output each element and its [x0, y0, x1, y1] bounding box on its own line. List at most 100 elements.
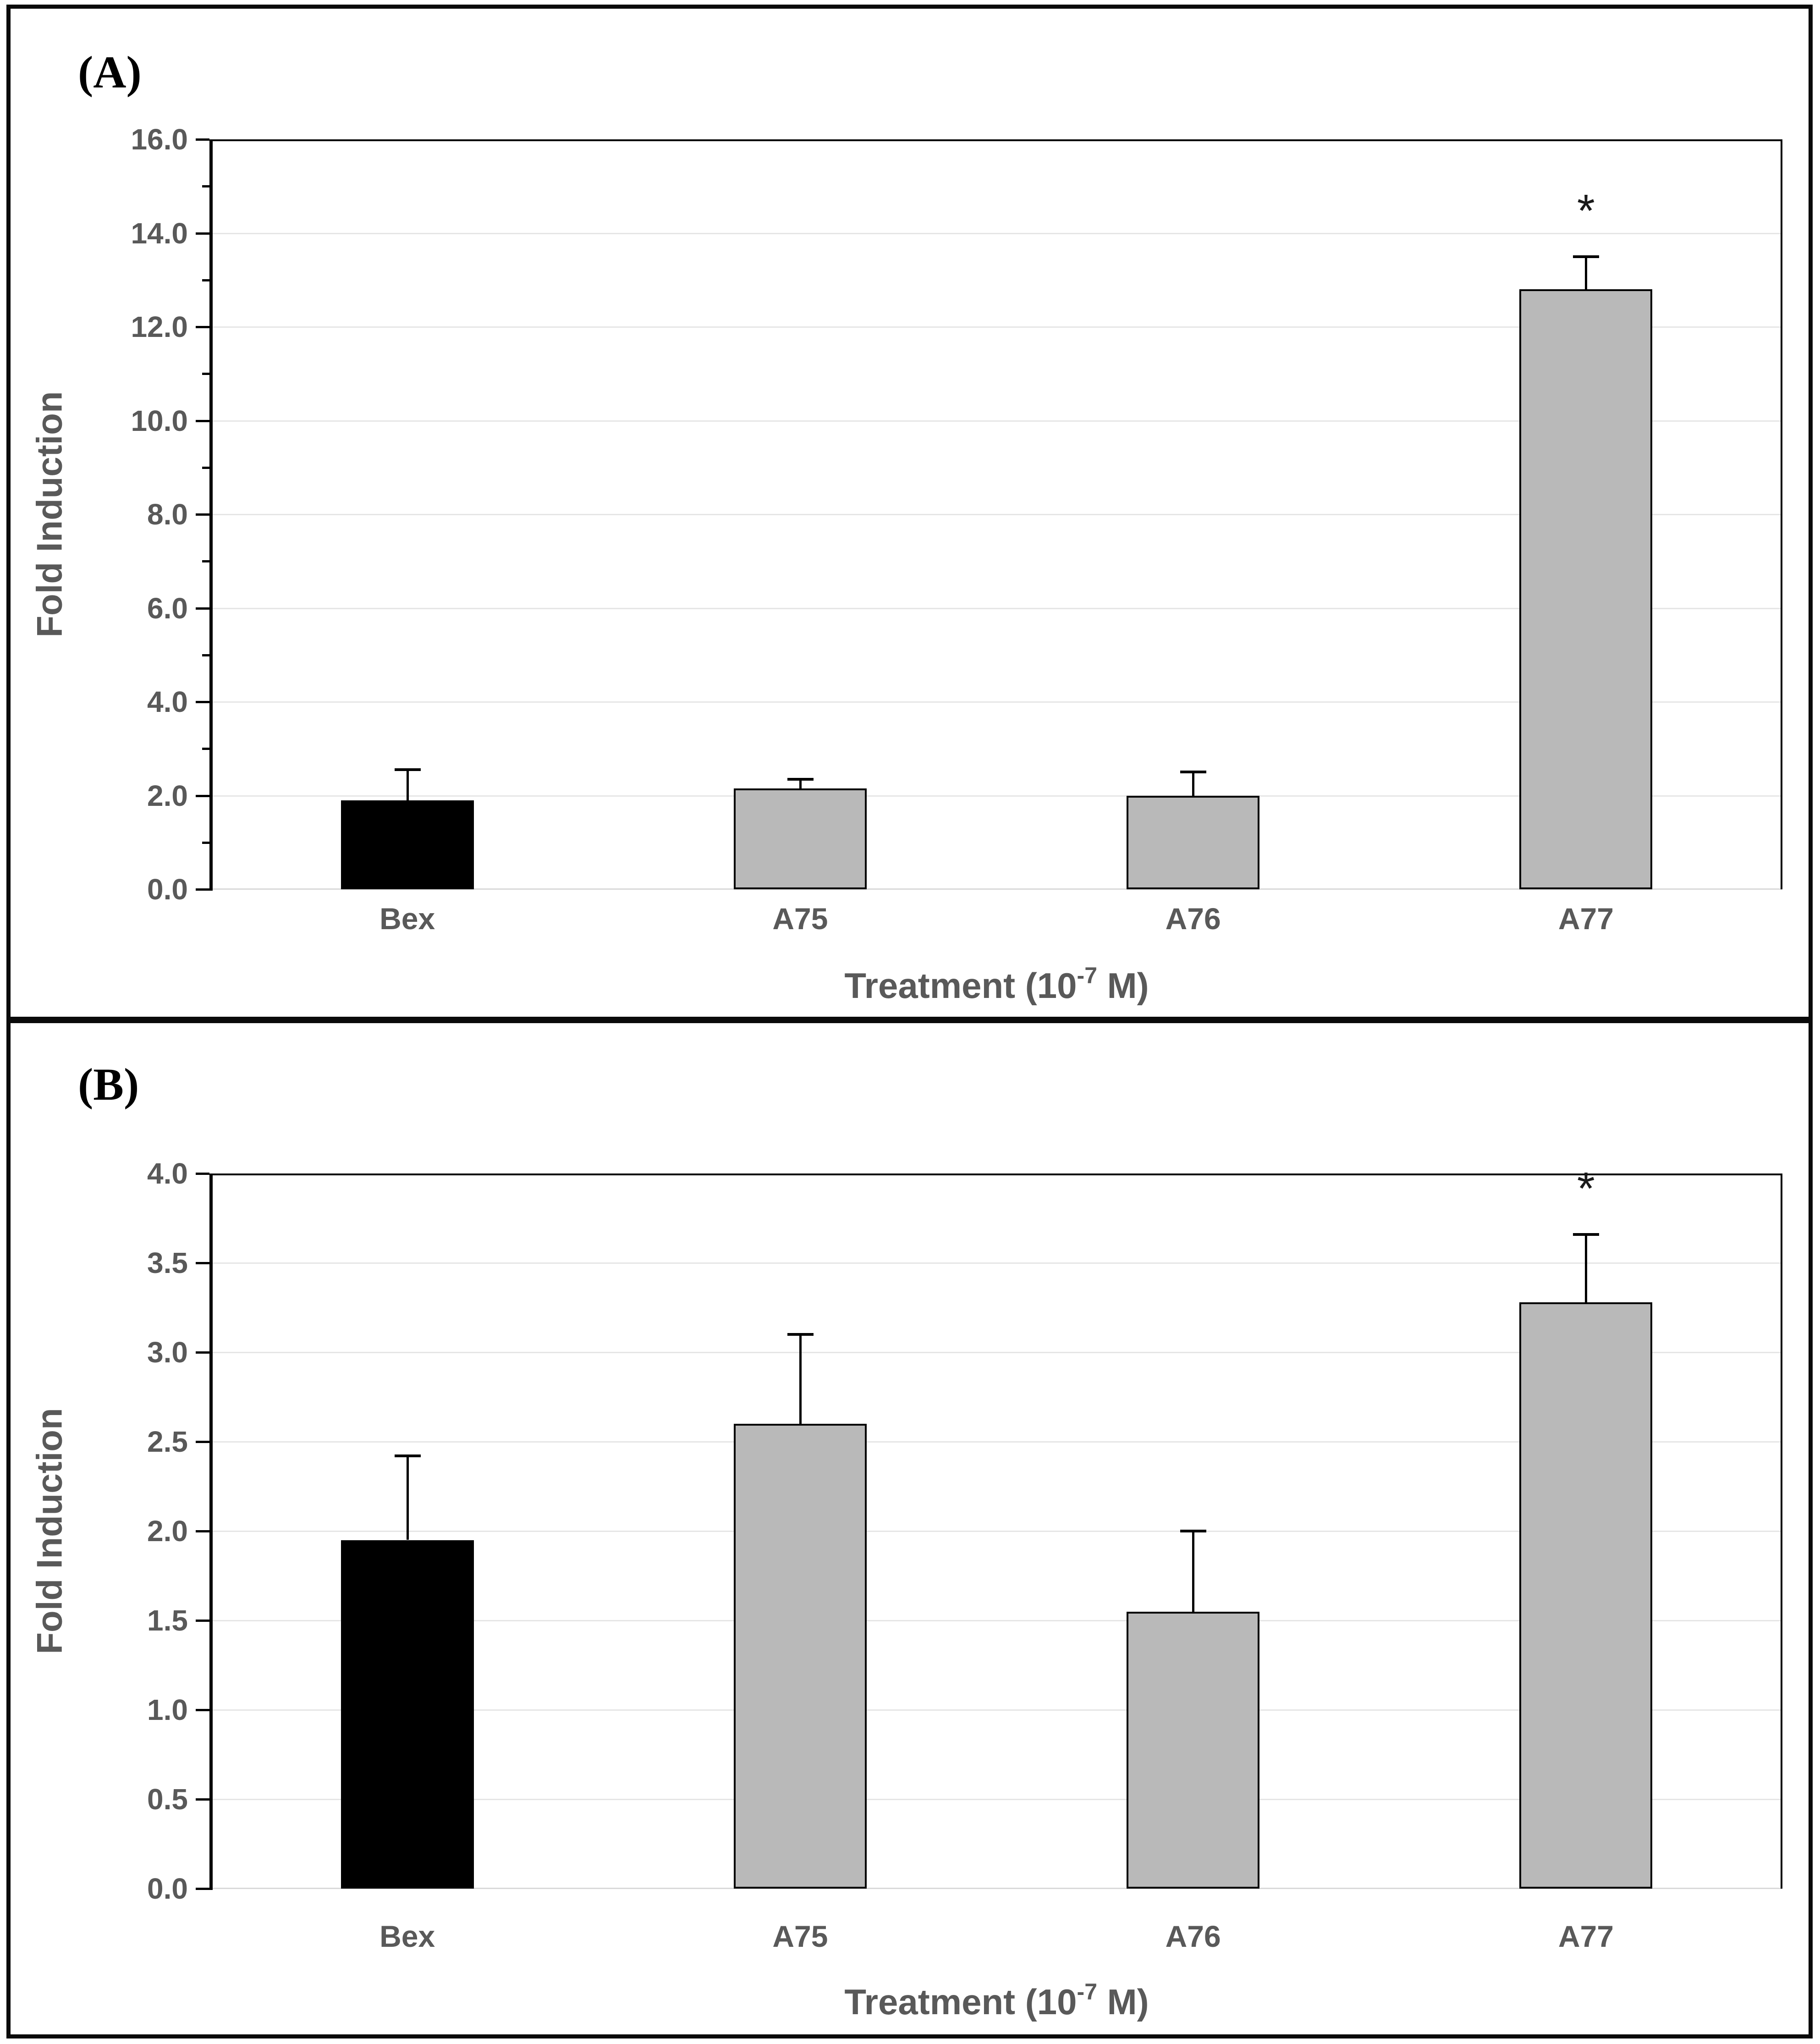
bar-a77-panel-b: [1519, 1302, 1653, 1889]
y-minor-tick: [202, 373, 209, 375]
error-bar-cap: [1180, 771, 1207, 774]
x-axis-title-panel-b: Treatment (10-7 M): [211, 1969, 1782, 2022]
y-tick-label: 0.5: [147, 1783, 188, 1816]
y-major-tick: [196, 794, 209, 797]
y-tick-label: 2.5: [147, 1425, 188, 1458]
gridline: [211, 514, 1782, 515]
y-tick-label: 2.0: [147, 1515, 188, 1548]
error-bar-line: [1585, 256, 1588, 290]
y-tick-label: 4.0: [147, 685, 188, 718]
y-minor-tick: [202, 466, 209, 469]
y-major-tick: [196, 513, 209, 516]
gridline: [211, 607, 1782, 609]
x-category-label-a76: A76: [1165, 1919, 1221, 1953]
y-major-tick: [196, 232, 209, 235]
y-major-tick: [196, 1173, 209, 1175]
plot-area-panel-a: 0.0 2.0 4.0 6.0 8.0 10.0 12.0 14.0 16.0 Bex A75 A76…: [131, 123, 1782, 936]
y-axis-line: [209, 1174, 213, 1890]
gridline: [211, 1799, 1782, 1800]
y-tick-label: 3.5: [147, 1246, 188, 1279]
y-axis-line: [209, 139, 213, 891]
plot-border-top: [211, 139, 1782, 141]
plot-border-right: [1781, 139, 1782, 889]
plot-area-panel-b: 0.0 0.5 1.0 1.5 2.0 2.5 3.0 3.5 4.0 Bex A75 A76 * A77: [147, 1157, 1782, 1953]
gridline: [211, 1531, 1782, 1532]
y-minor-tick: [202, 185, 209, 188]
x-category-label-a77: A77: [1558, 1919, 1614, 1953]
x-category-label-a75: A75: [772, 902, 828, 936]
x-axis-title-text: Treatment (10: [844, 1982, 1077, 2022]
y-major-tick: [196, 1262, 209, 1264]
y-tick-label: 0.0: [147, 1872, 188, 1905]
x-category-label-a75: A75: [772, 1919, 828, 1953]
x-category-label-bex: Bex: [379, 1919, 435, 1953]
panel-divider: [6, 1017, 1813, 1023]
y-minor-tick: [202, 279, 209, 281]
x-axis-line: [211, 1888, 1782, 1889]
error-bar-cap: [787, 1333, 814, 1336]
y-minor-tick: [202, 841, 209, 844]
bar-a75-panel-b: [733, 1424, 867, 1889]
gridline: [211, 1709, 1782, 1711]
y-tick-label: 1.0: [147, 1693, 188, 1726]
y-major-tick: [196, 419, 209, 422]
y-minor-tick: [202, 560, 209, 563]
error-bar-line: [406, 770, 409, 800]
y-major-tick: [196, 1441, 209, 1443]
x-axis-line: [211, 888, 1782, 890]
x-category-label-bex: Bex: [379, 902, 435, 936]
gridline: [211, 232, 1782, 234]
plot-border-right: [1781, 1174, 1782, 1889]
y-major-tick: [196, 888, 209, 891]
y-major-tick: [196, 1888, 209, 1890]
y-tick-label: 16.0: [131, 123, 188, 156]
bar-a76-panel-a: [1127, 795, 1260, 889]
bar-bex-panel-a: [341, 800, 474, 889]
y-major-tick: [196, 1709, 209, 1711]
significance-asterisk: *: [1577, 185, 1595, 237]
y-major-tick: [196, 1620, 209, 1622]
error-bar-cap: [394, 1454, 421, 1458]
x-axis-title-superscript: -7: [1077, 963, 1098, 988]
error-bar-cap: [394, 768, 421, 771]
y-tick-label: 1.5: [147, 1604, 188, 1637]
y-tick-label: 12.0: [131, 310, 188, 343]
bar-a77-panel-a: [1519, 289, 1653, 889]
y-tick-label: 2.0: [147, 779, 188, 812]
gridline: [211, 1352, 1782, 1353]
y-major-tick: [196, 138, 209, 141]
y-tick-label: 0.0: [147, 873, 188, 906]
x-axis-title-suffix: M): [1097, 965, 1149, 1006]
x-category-label-a76: A76: [1165, 902, 1221, 936]
error-bar-cap: [787, 777, 814, 781]
y-tick-label: 3.0: [147, 1336, 188, 1369]
y-tick-label: 4.0: [147, 1157, 188, 1190]
y-minor-tick: [202, 748, 209, 750]
gridline: [211, 326, 1782, 328]
plot-border-top: [211, 1174, 1782, 1175]
gridline: [211, 795, 1782, 797]
gridline: [211, 701, 1782, 703]
error-bar-cap: [1573, 255, 1600, 258]
y-major-tick: [196, 1351, 209, 1354]
error-bar-cap: [1573, 1233, 1600, 1236]
y-major-tick: [196, 607, 209, 610]
gridline: [211, 1441, 1782, 1443]
y-tick-label: 14.0: [131, 216, 188, 250]
bar-a76-panel-b: [1127, 1611, 1260, 1889]
x-axis-title-text: Treatment (10: [844, 965, 1077, 1006]
error-bar-line: [799, 1334, 802, 1424]
gridline: [211, 1262, 1782, 1264]
gridline: [211, 420, 1782, 422]
panel-a-label: (A): [78, 47, 142, 98]
panel-b-label: (B): [78, 1059, 139, 1110]
error-bar-line: [1192, 1531, 1195, 1612]
bar-bex-panel-b: [341, 1540, 474, 1889]
gridline: [211, 1620, 1782, 1621]
error-bar-cap: [1180, 1530, 1207, 1532]
x-axis-title-suffix: M): [1097, 1982, 1149, 2022]
y-tick-label: 8.0: [147, 498, 188, 531]
y-tick-label: 10.0: [131, 404, 188, 437]
x-axis-title-panel-a: Treatment (10-7 M): [211, 953, 1782, 1006]
error-bar-line: [799, 779, 802, 789]
